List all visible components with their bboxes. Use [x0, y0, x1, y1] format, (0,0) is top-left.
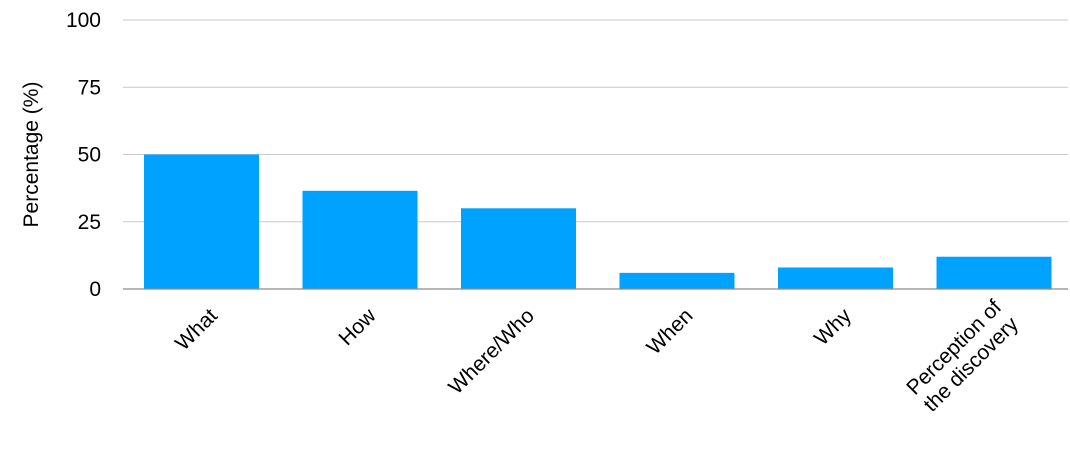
y-tick-label: 75 — [78, 76, 101, 99]
x-tick-label: Why — [810, 304, 856, 350]
bar — [461, 208, 576, 289]
y-tick-label: 50 — [78, 144, 101, 167]
y-tick-label: 25 — [78, 211, 101, 234]
x-tick-label: What — [171, 304, 222, 355]
bar — [144, 154, 259, 289]
bar — [778, 267, 893, 289]
y-tick-labels: 0 25 50 75 100 — [66, 9, 101, 301]
y-tick-label: 100 — [66, 9, 101, 32]
bar — [619, 272, 735, 289]
bars — [144, 154, 1052, 289]
y-axis-label: Percentage (%) — [20, 82, 43, 228]
x-tick-label: How — [335, 304, 382, 351]
x-tick-label: Where/Who — [444, 304, 539, 399]
x-tick-labels: What How Where/Who When Why Perception ofthe … — [171, 295, 1023, 417]
x-tick-label: Perception ofthe discovery — [902, 295, 1023, 416]
bar — [302, 190, 418, 289]
gridlines — [123, 19, 1068, 223]
x-tick-label: When — [642, 304, 697, 359]
bar — [936, 256, 1052, 289]
y-tick-label: 0 — [89, 278, 101, 301]
